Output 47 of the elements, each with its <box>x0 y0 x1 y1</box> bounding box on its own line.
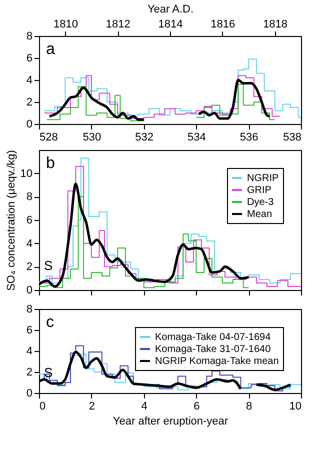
y-tick-label: 0 <box>26 118 32 130</box>
y-tick-label: 8 <box>26 30 32 42</box>
x-axis-title: Year after eruption-year <box>112 416 228 428</box>
x2-tick-label: 1814 <box>158 18 183 30</box>
legend-label: Komaga-Take 31-07-1640 <box>155 344 272 355</box>
x-tick-label: 4 <box>141 400 148 412</box>
y-tick-label: 0 <box>26 388 32 400</box>
x2-axis-title: Year A.D. <box>147 4 194 16</box>
y-tick-label: 6 <box>26 324 32 336</box>
legend-label: Dye-3 <box>247 197 274 208</box>
x-tick-label: 530 <box>82 132 102 144</box>
annotation: b <box>46 155 55 172</box>
x-tick-label: 538 <box>283 132 302 144</box>
x-tick-label: 534 <box>188 132 206 144</box>
y-tick-label: 4 <box>26 238 32 250</box>
y-tick-label: 8 <box>26 304 32 316</box>
legend-label: NGRIP Komaga-Take mean <box>155 356 279 367</box>
y-tick-label: 4 <box>26 346 32 358</box>
y-tick-label: 2 <box>26 366 32 378</box>
y-tick-label: 4 <box>26 74 32 86</box>
y-tick-label: 0 <box>26 284 32 296</box>
y-tick-label: 2 <box>26 261 32 274</box>
legend-label: GRIP <box>247 185 272 196</box>
y-tick-label: 8 <box>26 191 32 204</box>
x-tick-label: 8 <box>246 400 252 412</box>
x-tick-label: 532 <box>135 132 154 144</box>
x-tick-label: 0 <box>40 400 46 412</box>
x2-tick-label: 1816 <box>210 18 236 30</box>
x2-tick-label: 1812 <box>106 18 130 30</box>
y-tick-label: 10 <box>20 168 32 180</box>
x-tick-label: 528 <box>40 132 58 144</box>
legend-label: NGRIP <box>247 173 279 184</box>
y-tick-label: 2 <box>26 96 32 108</box>
y-tick-label: 6 <box>26 52 32 64</box>
x-tick-label: 536 <box>240 132 258 144</box>
x2-tick-label: 1818 <box>263 18 288 30</box>
x2-tick-label: 1810 <box>53 18 78 30</box>
y-axis-title: SO₄ concentration (μeqv./kg) <box>5 150 18 291</box>
annotation: c <box>46 314 54 331</box>
x-tick-label: 2 <box>88 400 95 412</box>
y-tick-label: 6 <box>26 214 32 226</box>
legend-label: Komaga-Take 04-07-1694 <box>155 332 272 343</box>
x-tick-label: 10 <box>289 400 302 412</box>
x-tick-label: 6 <box>194 400 200 412</box>
legend-label: Mean <box>247 209 272 220</box>
annotation: a <box>46 41 55 58</box>
annotation: S <box>44 258 53 274</box>
